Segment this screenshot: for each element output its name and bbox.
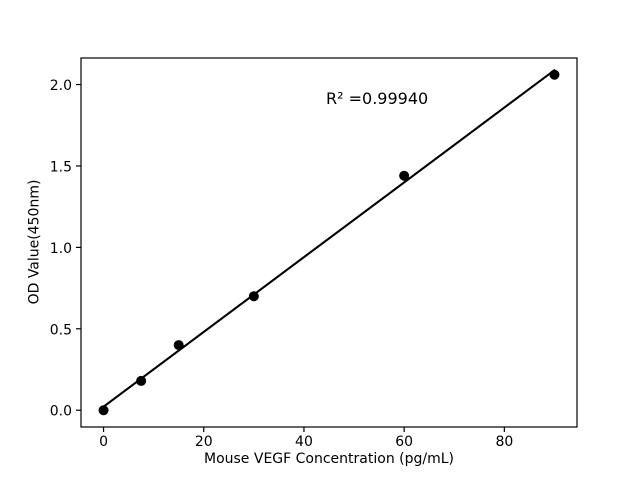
y-tick-label: 1.5 — [50, 159, 72, 175]
x-axis-label: Mouse VEGF Concentration (pg/mL) — [204, 451, 454, 467]
y-tick-label: 0.0 — [50, 404, 72, 420]
data-point — [98, 405, 109, 416]
data-point — [248, 291, 259, 302]
x-tick-label: 40 — [295, 434, 313, 450]
x-tick-label: 80 — [495, 434, 513, 450]
y-axis-label: OD Value(450nm) — [26, 179, 43, 305]
x-tick-label: 0 — [99, 434, 108, 450]
plot-border — [80, 57, 578, 428]
y-tick-label: 0.5 — [50, 322, 72, 338]
fit-line — [102, 69, 556, 408]
y-tick-label: 2.0 — [50, 78, 72, 94]
x-tick-label: 20 — [195, 434, 213, 450]
data-point — [549, 69, 560, 80]
r-squared-annotation: R² =0.99940 — [326, 89, 429, 108]
x-tick-label: 60 — [395, 434, 413, 450]
data-point — [399, 170, 410, 181]
data-point — [173, 340, 184, 351]
data-point — [136, 375, 147, 386]
y-tick-label: 1.0 — [50, 241, 72, 257]
